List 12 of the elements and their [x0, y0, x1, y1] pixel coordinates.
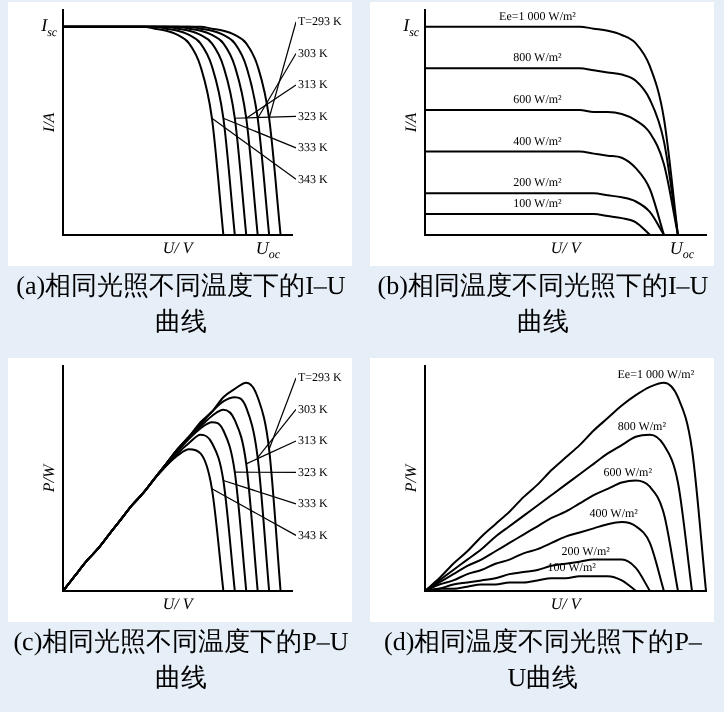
- text: (c)相同光照不同温度下的P–U曲线: [13, 624, 349, 696]
- x-axis-title: U/ V: [162, 594, 195, 613]
- y-axis-title: I/A: [401, 112, 420, 135]
- text: (d)相同温度不同光照下的P–U曲线: [382, 624, 704, 696]
- y-axis-title: I/A: [39, 112, 58, 135]
- text: (b)相同温度不同光照下的I–U曲线: [375, 268, 711, 340]
- x-axis-title: U/ V: [162, 238, 195, 257]
- x-axis-title: U/ V: [550, 238, 583, 257]
- y-axis-title: P/W: [401, 461, 420, 495]
- text: (a)相同光照不同温度下的I–U曲线: [14, 268, 348, 340]
- x-axis-title: U/ V: [550, 594, 583, 613]
- y-axis-title: P/W: [39, 461, 58, 495]
